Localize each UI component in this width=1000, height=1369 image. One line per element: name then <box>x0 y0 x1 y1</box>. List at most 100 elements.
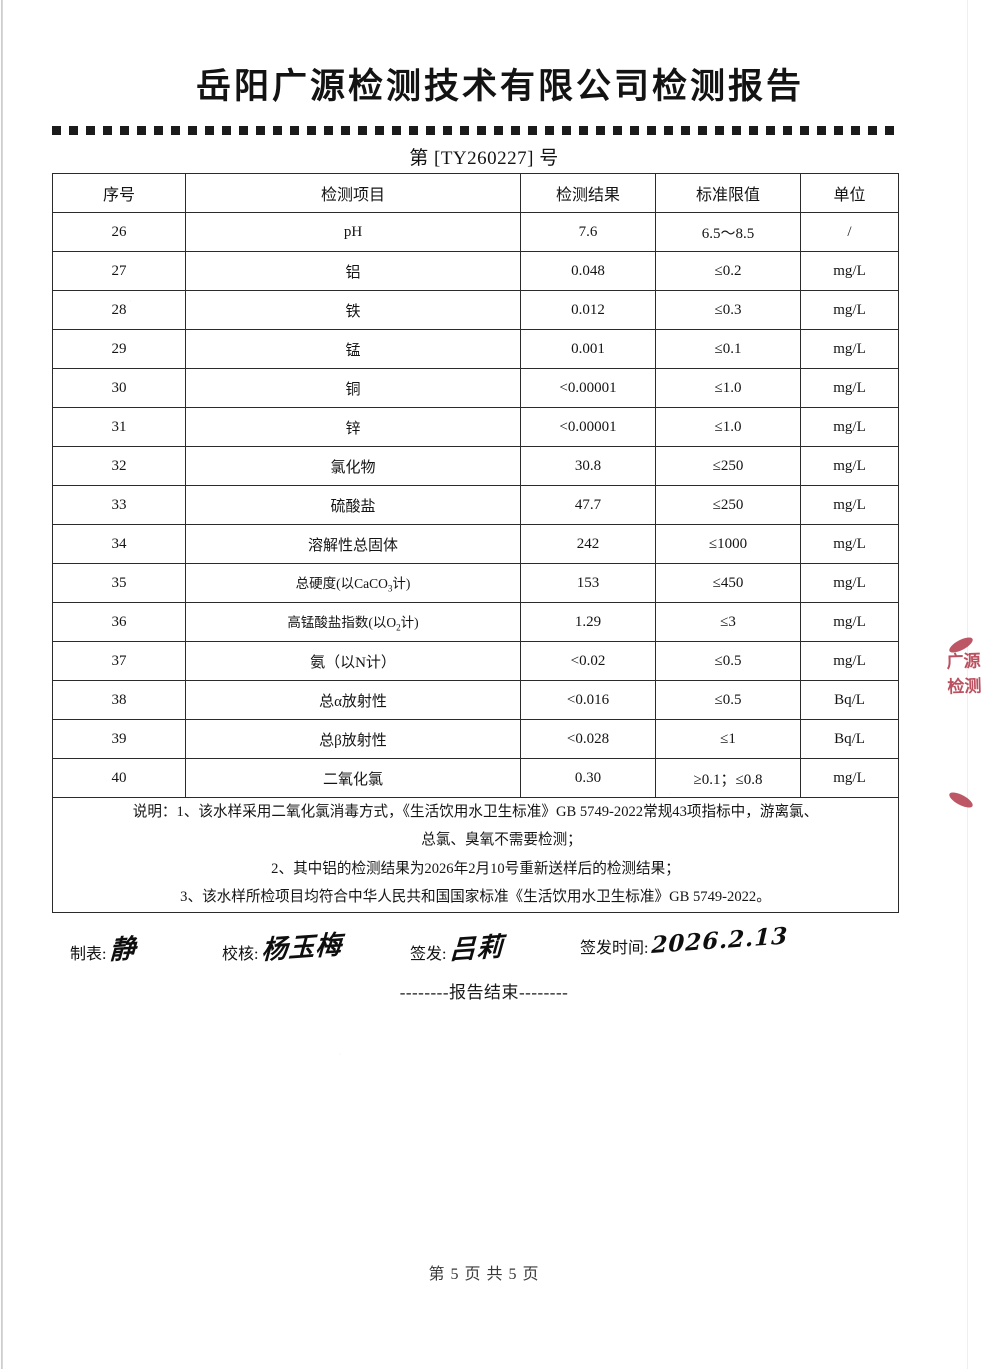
cell-no: 28 <box>52 290 186 330</box>
results-table: 序号 检测项目 检测结果 标准限值 单位 26 pH 7.6 6.5～8.5/27 铝 0… <box>52 173 899 913</box>
cell-no: 37 <box>52 641 186 681</box>
notes-row: 说明：1、该水样采用二氧化氯消毒方式，《生活饮用水卫生标准》GB 5749-20… <box>52 797 899 913</box>
cell-limit: ≤1000 <box>655 524 801 564</box>
note-line: 2、其中铝的检测结果为2026年2月10号重新送样后的检测结果； <box>271 860 680 877</box>
cell-item: 氯化物 <box>185 446 521 486</box>
note-line: 说明：1、该水样采用二氧化氯消毒方式，《生活饮用水卫生标准》GB 5749-20… <box>132 804 819 820</box>
col-header-limit: 标准限值 <box>655 173 801 213</box>
cell-result: 0.001 <box>520 329 656 369</box>
cell-result: 47.7 <box>520 485 656 525</box>
cell-result: 1.29 <box>520 602 656 642</box>
cell-result: 30.8 <box>520 446 656 486</box>
cell-limit: 6.5～8.5 <box>655 212 801 252</box>
title-divider <box>52 126 898 135</box>
cell-item: 硫酸盐 <box>185 485 521 525</box>
cell-no: 33 <box>52 485 186 525</box>
cell-no: 36 <box>52 602 186 642</box>
cell-item: 总α放射性 <box>185 680 521 720</box>
cell-unit: mg/L <box>800 758 899 798</box>
page-footer: 第 5 页 共 5 页 <box>428 1266 540 1283</box>
cell-result: <0.028 <box>520 719 656 759</box>
cell-unit: mg/L <box>800 524 899 564</box>
cell-unit: mg/L <box>800 251 899 291</box>
maker-label: 制表: <box>70 946 107 963</box>
note-line: 总氯、臭氧不需要检测； <box>421 832 582 849</box>
cell-item: pH <box>185 212 521 252</box>
col-header-item: 检测项目 <box>185 173 521 213</box>
cell-limit: ≤0.2 <box>655 251 801 291</box>
cell-no: 26 <box>52 212 186 252</box>
notes-cell: 说明：1、该水样采用二氧化氯消毒方式，《生活饮用水卫生标准》GB 5749-20… <box>52 797 899 913</box>
cell-unit: / <box>800 212 899 252</box>
table-row: 38 总α放射性 <0.016 ≤0.5 Bq/L <box>52 680 899 720</box>
table-body: 26 pH 7.6 6.5～8.5/27 铝 0.048 ≤0.2 mg/L 28 铁 0.012 ≤… <box>52 212 899 798</box>
cell-item: 溶解性总固体 <box>185 524 521 564</box>
table-row: 29 锰 0.001 ≤0.1 mg/L <box>52 329 899 369</box>
cell-result: <0.02 <box>520 641 656 681</box>
cell-unit: Bq/L <box>800 719 899 759</box>
cell-unit: mg/L <box>800 485 899 525</box>
cell-unit: Bq/L <box>800 680 899 720</box>
cell-unit: mg/L <box>800 641 899 681</box>
cell-unit: mg/L <box>800 368 899 408</box>
cell-result: 0.30 <box>520 758 656 798</box>
table-row: 37 氨（以N计） <0.02 ≤0.5 mg/L <box>52 641 899 681</box>
cell-item: 铝 <box>185 251 521 291</box>
table-row: 31 锌 <0.00001 ≤1.0 mg/L <box>52 407 899 447</box>
cell-limit: ≥0.1；≤0.8 <box>655 758 801 798</box>
cell-item: 锌 <box>185 407 521 447</box>
cell-result: 153 <box>520 563 656 603</box>
cell-result: <0.016 <box>520 680 656 720</box>
table-row: 28 铁 0.012 ≤0.3 mg/L <box>52 290 899 330</box>
maker-signature: 静 <box>109 933 138 966</box>
note-line: 3、该水样所检项目均符合中华人民共和国国家标准《生活饮用水卫生标准》GB 574… <box>180 889 771 906</box>
table-row: 40 二氧化氯 0.30 ≥0.1；≤0.8 mg/L <box>52 758 899 798</box>
signature-date: 签发时间: 2026.2.13 <box>580 922 789 959</box>
cell-unit: mg/L <box>800 329 899 369</box>
table-row: 33 硫酸盐 47.7 ≤250 mg/L <box>52 485 899 525</box>
cell-no: 30 <box>52 368 186 408</box>
page-gutter <box>968 0 1000 1369</box>
issuer-label: 签发: <box>410 946 447 963</box>
cell-result: 7.6 <box>520 212 656 252</box>
table-row: 32 氯化物 30.8 ≤250 mg/L <box>52 446 899 486</box>
cell-no: 35 <box>52 563 186 603</box>
cell-item: 铜 <box>185 368 521 408</box>
cell-no: 31 <box>52 407 186 447</box>
cell-no: 39 <box>52 719 186 759</box>
checker-signature: 杨玉梅 <box>261 930 344 966</box>
page-title: 岳阳广源检测技术有限公司检测报告 <box>195 67 804 107</box>
cell-item: 总硬度(以CaCO3计) <box>185 563 521 603</box>
table-row: 27 铝 0.048 ≤0.2 mg/L <box>52 251 899 291</box>
cell-limit: ≤1.0 <box>655 407 801 447</box>
cell-item: 二氧化氯 <box>185 758 521 798</box>
cell-result: <0.00001 <box>520 368 656 408</box>
cell-limit: ≤0.3 <box>655 290 801 330</box>
cell-limit: ≤1.0 <box>655 368 801 408</box>
cell-item: 氨（以N计） <box>185 641 521 681</box>
cell-result: 0.048 <box>520 251 656 291</box>
issue-date-label: 签发时间: <box>580 940 649 957</box>
cell-unit: mg/L <box>800 602 899 642</box>
table-row: 34 溶解性总固体 242 ≤1000 mg/L <box>52 524 899 564</box>
table-row: 35 总硬度(以CaCO3计) 153 ≤450 mg/L <box>52 563 899 603</box>
report-number: 第 [TY260227] 号 <box>0 143 968 170</box>
cell-limit: ≤250 <box>655 485 801 525</box>
table-row: 26 pH 7.6 6.5～8.5/ <box>52 212 899 252</box>
cell-result: 0.012 <box>520 290 656 330</box>
cell-result: <0.00001 <box>520 407 656 447</box>
report-end-marker: --------报告结束-------- <box>399 983 569 1002</box>
signature-row: 制表: 静 校核: 杨玉梅 签发: 吕莉 签发时间: 2026.2.13 <box>70 922 900 972</box>
cell-no: 29 <box>52 329 186 369</box>
cell-item: 锰 <box>185 329 521 369</box>
signature-maker: 制表: 静 <box>70 930 138 967</box>
cell-limit: ≤450 <box>655 563 801 603</box>
table-row: 30 铜 <0.00001 ≤1.0 mg/L <box>52 368 899 408</box>
table-header-row: 序号 检测项目 检测结果 标准限值 单位 <box>52 173 899 213</box>
cell-result: 242 <box>520 524 656 564</box>
cell-unit: mg/L <box>800 290 899 330</box>
cell-no: 34 <box>52 524 186 564</box>
cell-no: 32 <box>52 446 186 486</box>
cell-no: 38 <box>52 680 186 720</box>
